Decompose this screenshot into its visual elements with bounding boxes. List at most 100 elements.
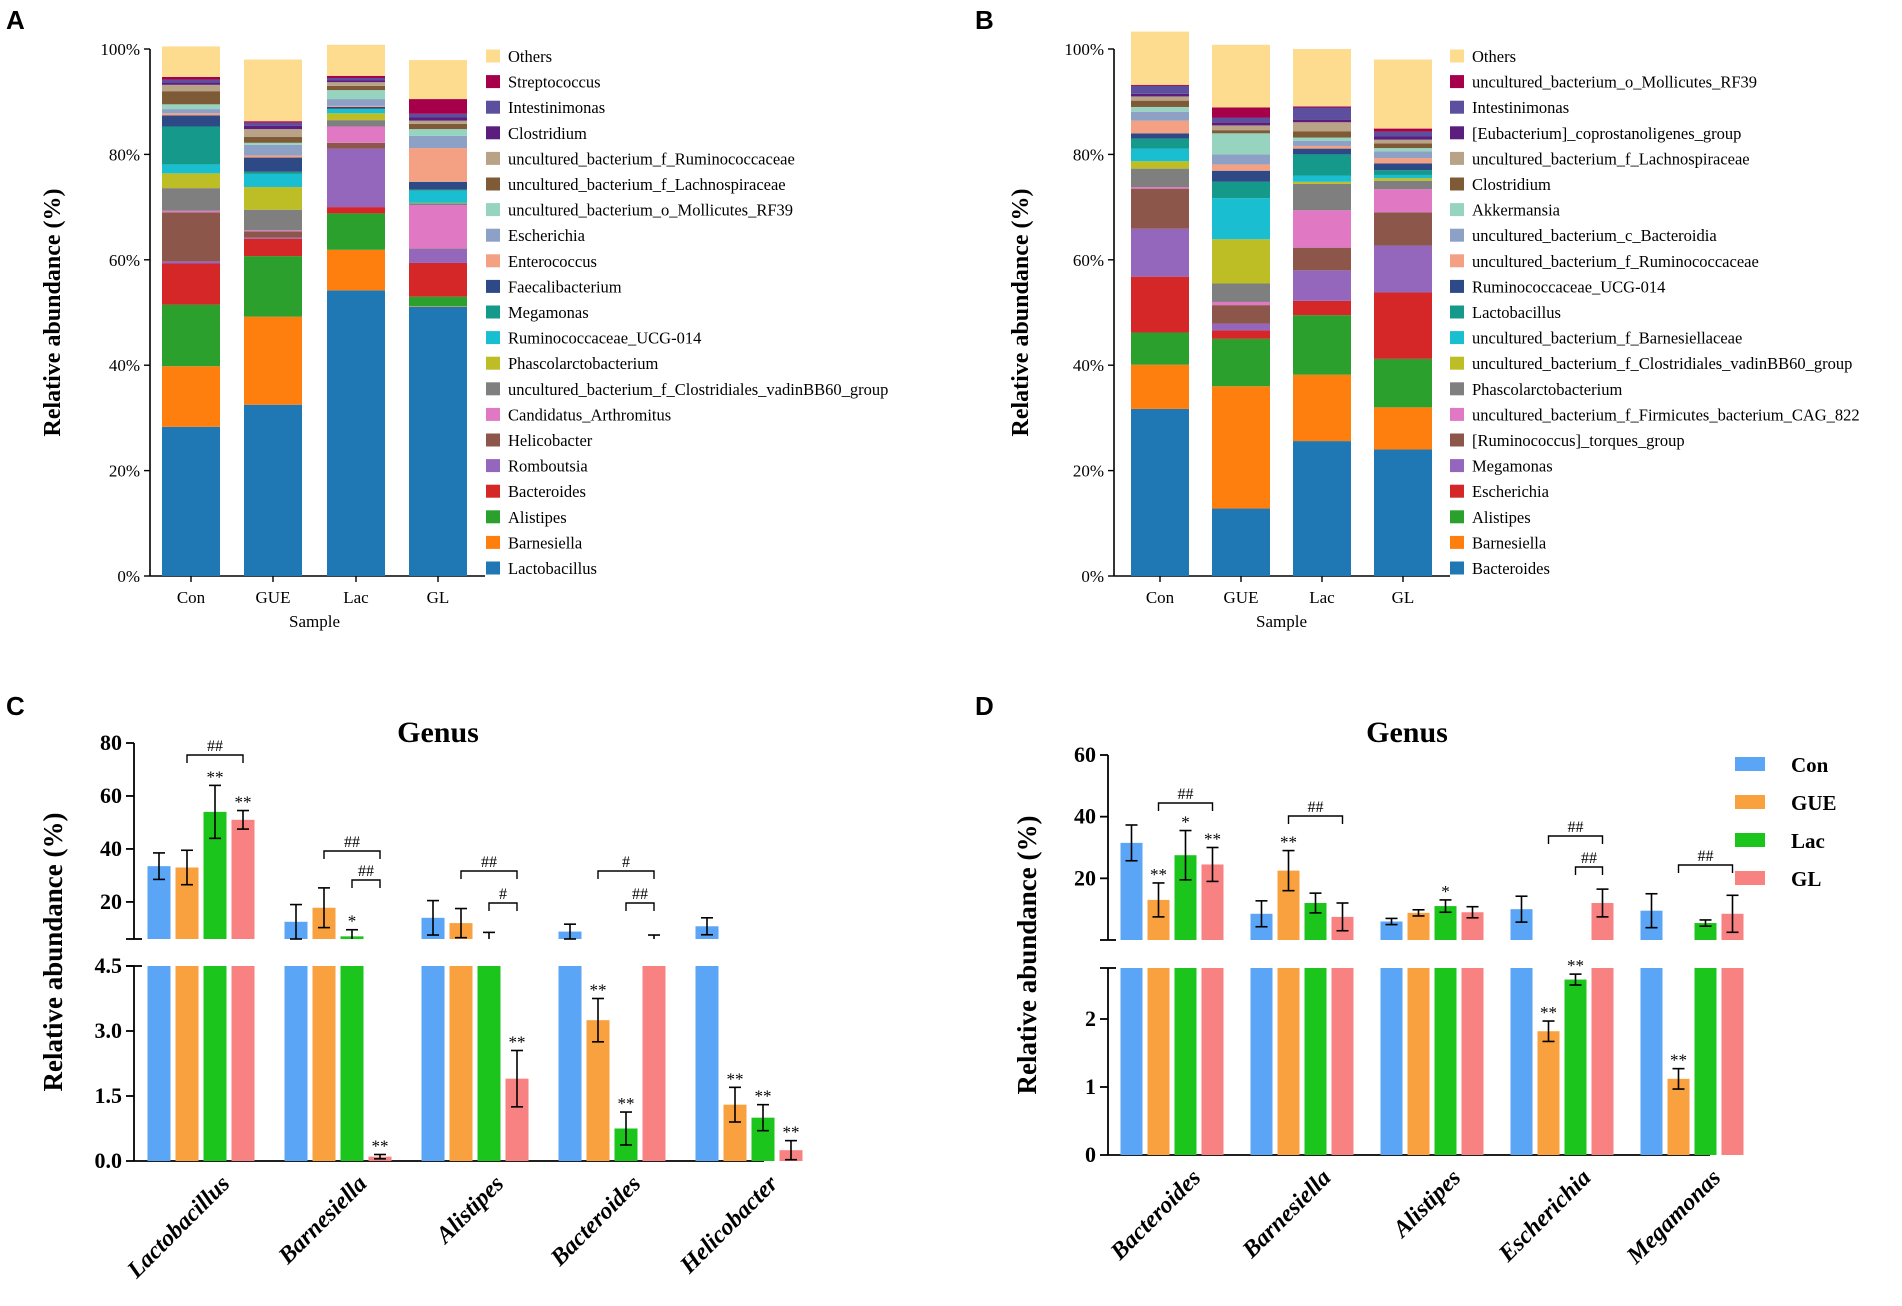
y-axis-title: Relative abundance (%)	[1008, 189, 1034, 437]
legend-label: uncultured_bacterium_c_Bacteroidia	[1472, 226, 1717, 245]
legend-label: Others	[1472, 47, 1516, 66]
bar-segment	[409, 135, 467, 149]
bar-segment	[162, 126, 220, 165]
y-tick-label: 100%	[1064, 40, 1104, 59]
bar-segment	[1131, 188, 1189, 229]
bar-segment	[327, 80, 385, 83]
bar-upper	[1147, 899, 1170, 940]
bar-segment	[1374, 158, 1432, 164]
comparison-label: ##	[1581, 850, 1597, 867]
comparison-bracket	[460, 870, 518, 879]
category-label: Alistipes	[430, 1171, 509, 1250]
bar-segment	[244, 231, 302, 238]
y-tick-label: 20%	[1073, 462, 1104, 481]
bar-segment	[1293, 247, 1351, 271]
legend-swatch	[1450, 484, 1464, 498]
bar-lower	[1147, 968, 1170, 1155]
bar-upper	[1694, 923, 1717, 940]
bar-lower	[751, 1117, 775, 1161]
legend-swatch	[1450, 254, 1464, 268]
bar-segment	[1293, 210, 1351, 248]
y-tick-label: 20	[1074, 865, 1096, 890]
bar-segment	[162, 164, 220, 174]
y-tick-label: 4.5	[95, 953, 123, 978]
bar-segment	[162, 263, 220, 305]
bar-segment	[1131, 187, 1189, 189]
bar-segment	[1131, 408, 1189, 576]
legend-label: Phascolarctobacterium	[1472, 380, 1622, 399]
legend-swatch	[486, 228, 500, 242]
bar-segment	[1212, 323, 1270, 331]
bar-lower	[1120, 968, 1143, 1155]
bar-segment	[244, 173, 302, 188]
legend-swatch	[486, 279, 500, 293]
comparison-bracket	[323, 850, 381, 859]
bar-upper	[147, 866, 171, 939]
bar-segment	[409, 117, 467, 121]
category-label: Barnesiella	[1237, 1165, 1336, 1264]
y-axis-title: Relative abundance (%)	[1012, 816, 1042, 1095]
bar-upper	[1591, 903, 1614, 940]
bar-segment	[1131, 111, 1189, 121]
significance-marker: **	[1540, 1003, 1557, 1022]
legend-label: Bacteroides	[1472, 559, 1550, 578]
y-tick-label: 40%	[109, 356, 140, 375]
x-tick-label: GUE	[1224, 588, 1259, 607]
bar-segment	[327, 113, 385, 121]
bar-segment	[244, 187, 302, 210]
bar-segment	[327, 77, 385, 81]
legend-label: Streptococcus	[508, 73, 601, 92]
significance-marker: **	[783, 1123, 800, 1142]
bar-segment	[1374, 139, 1432, 144]
legend-label: Others	[508, 47, 552, 66]
bar-lower	[505, 1078, 529, 1161]
bar-upper	[231, 819, 255, 939]
legend-swatch	[486, 177, 500, 191]
bar-segment	[1293, 49, 1351, 107]
bar-segment	[1293, 145, 1351, 149]
comparison-label: ##	[481, 854, 497, 871]
y-axis-title: Relative abundance (%)	[40, 189, 66, 437]
category-label: Bacteroides	[1105, 1165, 1206, 1266]
bar-segment	[162, 366, 220, 427]
category-label: Barnesiella	[273, 1171, 372, 1270]
legend-label: uncultured_bacterium_f_Ruminococcaceae	[508, 149, 795, 168]
bar-segment	[1293, 106, 1351, 108]
bar-segment	[244, 144, 302, 156]
bar-segment	[244, 129, 302, 138]
bar-segment	[244, 137, 302, 143]
panel-letter-D: D	[975, 691, 994, 721]
bar-segment	[409, 248, 467, 263]
legend-label: Megamonas	[508, 303, 589, 322]
legend-label: uncultured_bacterium_f_Clostridiales_vad…	[508, 380, 888, 399]
legend-swatch	[1735, 795, 1765, 809]
bar-segment	[1374, 178, 1432, 181]
legend-label: Barnesiella	[1472, 533, 1547, 552]
comparison-bracket	[597, 870, 655, 879]
legend-label: Barnesiella	[508, 533, 583, 552]
x-tick-label: Lac	[1309, 588, 1335, 607]
bar-upper	[1201, 864, 1224, 940]
bar-segment	[1293, 300, 1351, 316]
significance-marker: **	[1204, 830, 1221, 849]
bar-segment	[1131, 96, 1189, 101]
legend-label: Enterococcus	[508, 252, 597, 271]
legend-label: [Eubacterium]_coprostanoligenes_group	[1472, 124, 1741, 143]
bar-upper	[1407, 912, 1430, 940]
bar-segment	[1374, 143, 1432, 149]
bar-segment	[1374, 128, 1432, 132]
legend-swatch	[486, 510, 500, 524]
bar-segment	[409, 306, 467, 576]
legend-swatch	[1450, 203, 1464, 217]
bar-segment	[162, 91, 220, 105]
bar-upper	[1277, 870, 1300, 940]
bar-lower	[586, 1020, 610, 1161]
bar-segment	[1374, 151, 1432, 159]
legend-label: Candidatus_Arthromitus	[508, 405, 671, 424]
bar-segment	[244, 171, 302, 174]
legend-swatch	[486, 331, 500, 345]
bar-segment	[1131, 106, 1189, 112]
bar-segment	[409, 204, 467, 249]
bar-segment	[1212, 130, 1270, 134]
bar-lower	[1174, 968, 1197, 1155]
